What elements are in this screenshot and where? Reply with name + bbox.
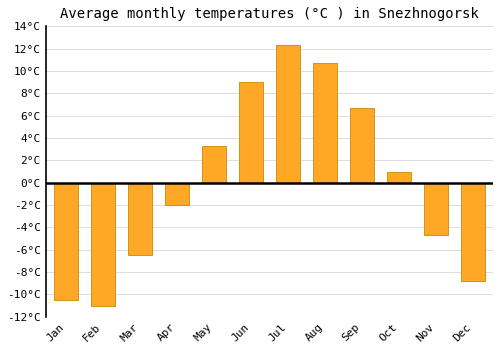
Bar bbox=[460, 183, 484, 281]
Bar bbox=[386, 172, 411, 183]
Bar bbox=[239, 82, 263, 183]
Bar bbox=[350, 108, 374, 183]
Bar bbox=[54, 183, 78, 300]
Title: Average monthly temperatures (°C ) in Snezhnogorsk: Average monthly temperatures (°C ) in Sn… bbox=[60, 7, 478, 21]
Bar bbox=[128, 183, 152, 256]
Bar bbox=[202, 146, 226, 183]
Bar bbox=[91, 183, 115, 306]
Bar bbox=[424, 183, 448, 235]
Bar bbox=[276, 45, 300, 183]
Bar bbox=[313, 63, 337, 183]
Bar bbox=[165, 183, 189, 205]
